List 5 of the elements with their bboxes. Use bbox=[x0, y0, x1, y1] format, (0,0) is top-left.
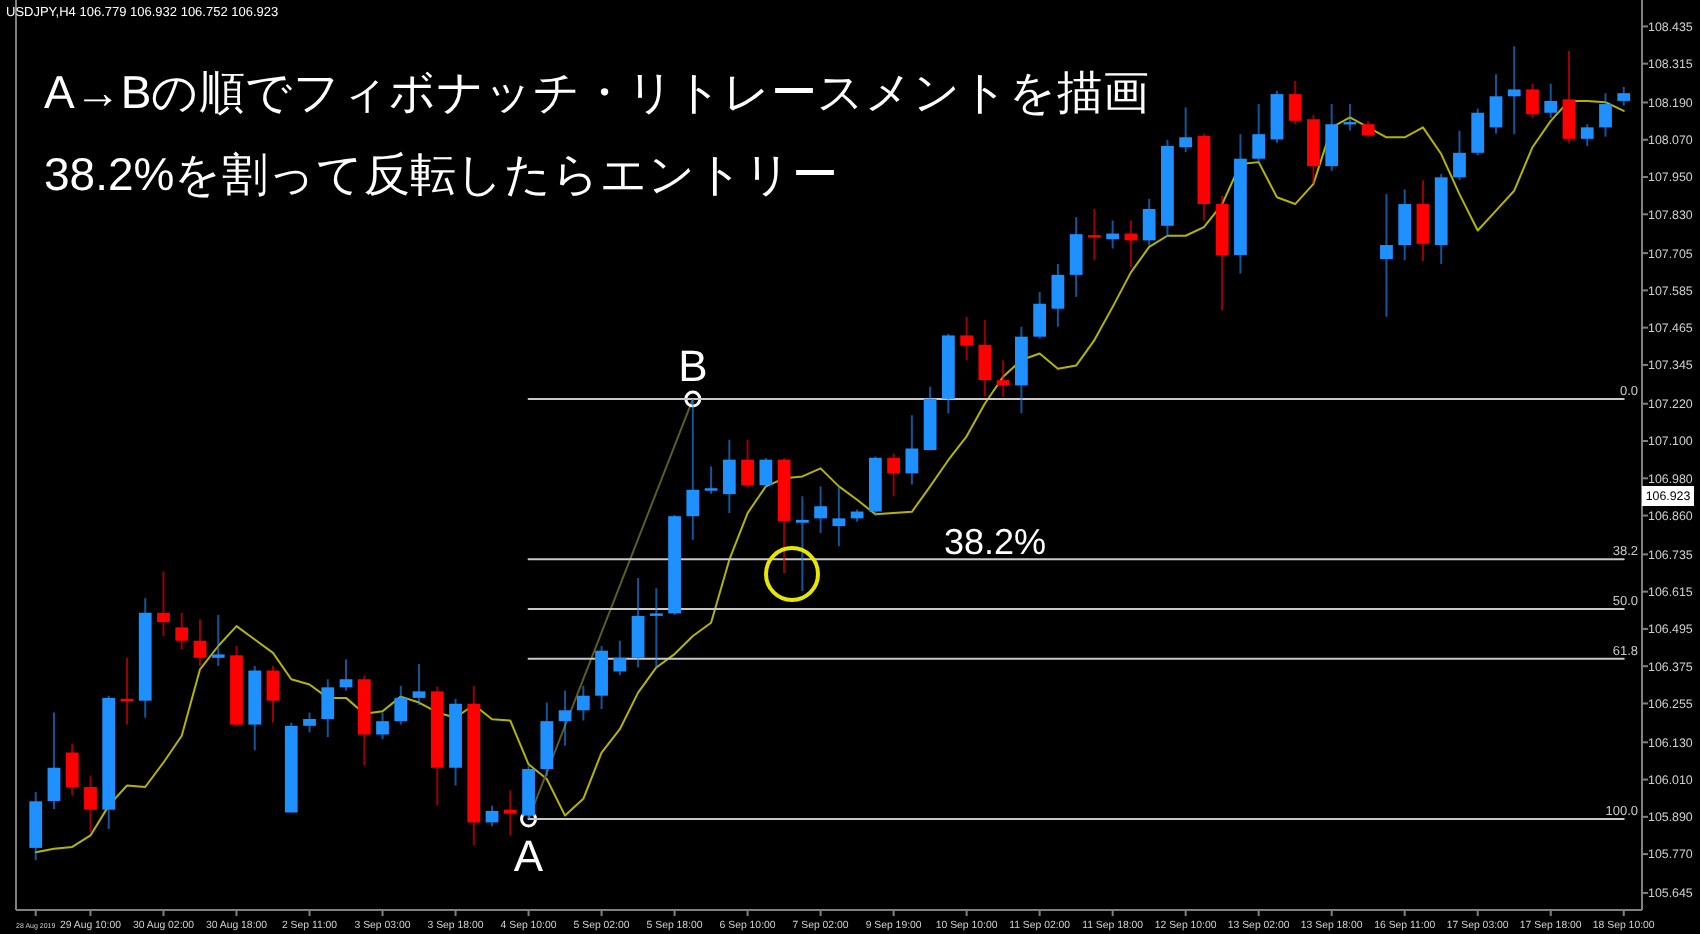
data-label: B bbox=[678, 341, 708, 392]
data-label: A bbox=[513, 831, 544, 881]
text: A→Bの順でフィボナッチ・リトレースメントを描画 bbox=[44, 66, 1150, 118]
text: 38.2%を割って反転したらエントリー bbox=[44, 148, 839, 200]
annotation: 38.2% bbox=[944, 522, 1047, 562]
